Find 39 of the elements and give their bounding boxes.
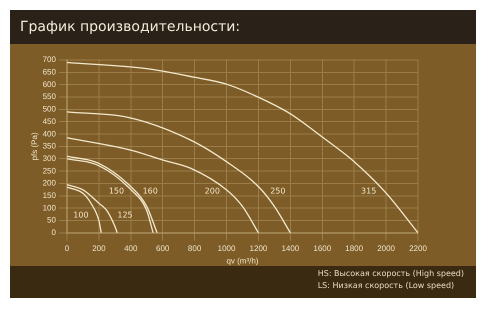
y-tick-label: 50 bbox=[47, 216, 56, 225]
y-tick-label: 600 bbox=[42, 80, 56, 89]
y-tick-label: 200 bbox=[42, 178, 56, 188]
x-tick-label: 400 bbox=[124, 244, 138, 253]
x-tick-label: 1600 bbox=[313, 244, 332, 253]
x-tick-label: 1400 bbox=[281, 244, 300, 253]
series-label: 200 bbox=[204, 186, 220, 196]
series-label: 160 bbox=[142, 186, 158, 196]
x-tick-label: 800 bbox=[188, 244, 202, 253]
x-tick-label: 2000 bbox=[377, 244, 396, 253]
x-tick-label: 1200 bbox=[250, 244, 268, 253]
y-tick-label: 350 bbox=[42, 142, 56, 151]
y-tick-label: 400 bbox=[42, 129, 56, 138]
x-axis-title: qv (m³/h) bbox=[226, 256, 259, 266]
x-tick-label: 600 bbox=[156, 244, 170, 253]
text: HS: Высокая скорость (High speed) bbox=[318, 268, 464, 280]
x-tick-label: 1000 bbox=[218, 244, 236, 253]
y-tick-label: 150 bbox=[42, 190, 56, 200]
y-tick-label: 0 bbox=[51, 228, 56, 238]
x-tick-label: 2200 bbox=[409, 244, 428, 253]
x-tick-label: 0 bbox=[64, 244, 70, 253]
series-label: 100 bbox=[73, 210, 89, 220]
series-label: 150 bbox=[108, 186, 124, 196]
chart-title: График производительности: bbox=[10, 10, 476, 44]
series-label: 250 bbox=[270, 186, 286, 196]
y-tick-label: 700 bbox=[42, 55, 56, 64]
y-tick-label: 550 bbox=[42, 92, 56, 102]
series-label: 125 bbox=[117, 210, 133, 220]
y-tick-label: 450 bbox=[42, 116, 56, 126]
y-tick-label: 100 bbox=[42, 203, 56, 212]
y-tick-label: 650 bbox=[42, 68, 56, 77]
x-tick-label: 200 bbox=[92, 244, 106, 253]
x-tick-label: 1800 bbox=[345, 244, 364, 253]
y-tick-label: 250 bbox=[42, 166, 56, 176]
y-axis-title: pfs (Pa) bbox=[30, 132, 40, 160]
y-tick-label: 300 bbox=[42, 154, 56, 163]
series-label: 315 bbox=[361, 186, 376, 196]
text: LS: Низкая скорость (Low speed) bbox=[318, 280, 456, 292]
y-tick-label: 500 bbox=[42, 104, 56, 114]
